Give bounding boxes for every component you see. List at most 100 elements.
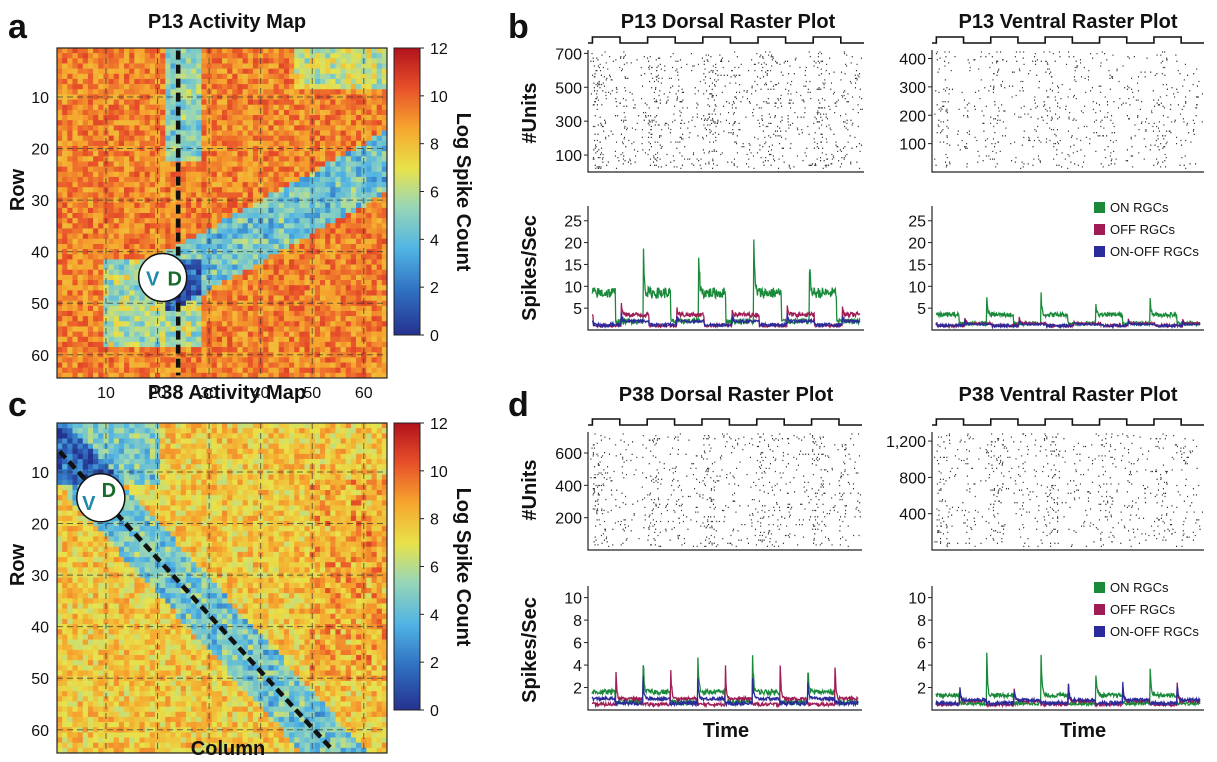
heatmap-cell: [87, 156, 94, 162]
heatmap-cell: [82, 89, 89, 95]
heatmap-cell: [67, 53, 73, 59]
heatmap-cell: [294, 310, 300, 317]
heatmap-cell: [191, 120, 197, 126]
heatmap-cell: [289, 109, 295, 116]
heatmap-cell: [93, 269, 99, 276]
heatmap-cell: [232, 254, 238, 260]
heatmap-cell: [294, 161, 300, 167]
heatmap-cell: [139, 218, 145, 224]
heatmap-cell: [283, 78, 290, 85]
heatmap-cell: [299, 484, 305, 491]
heatmap-cell: [232, 474, 238, 481]
heatmap-cell: [134, 140, 140, 147]
heatmap-cell: [294, 469, 300, 475]
heatmap-cell: [232, 438, 238, 444]
heatmap-cell: [273, 352, 280, 358]
heatmap-cell: [185, 125, 192, 131]
heatmap-cell: [165, 48, 171, 54]
heatmap-cell: [191, 228, 197, 234]
heatmap-cell: [299, 423, 305, 429]
heatmap-cell: [283, 171, 290, 178]
heatmap-cell: [113, 290, 120, 296]
heatmap-cell: [67, 151, 73, 157]
heatmap-cell: [381, 269, 388, 276]
heatmap-cell: [325, 274, 331, 281]
heatmap-cell: [93, 182, 99, 188]
heatmap-cell: [67, 336, 73, 343]
heatmap-cell: [118, 269, 125, 276]
heatmap-cell: [191, 89, 197, 95]
heatmap-cell: [294, 352, 300, 358]
heatmap-cell: [319, 202, 326, 209]
heatmap-cell: [57, 259, 63, 265]
heatmap-cell: [283, 73, 290, 80]
heatmap-cell: [196, 161, 202, 167]
heatmap-cell: [330, 63, 336, 69]
heatmap-cell: [252, 135, 259, 142]
heatmap-cell: [77, 321, 84, 327]
heatmap-cell: [283, 357, 290, 363]
heatmap-cell: [62, 73, 68, 80]
heatmap-cell: [263, 58, 269, 64]
heatmap-cell: [289, 479, 295, 486]
heatmap-cell: [263, 254, 269, 260]
heatmap-cell: [325, 218, 331, 224]
heatmap-cell: [222, 459, 228, 465]
heatmap-cell: [325, 443, 331, 450]
heatmap-cell: [314, 109, 321, 116]
heatmap-cell: [67, 321, 73, 327]
heatmap-cell: [206, 274, 212, 281]
heatmap-cell: [191, 233, 197, 240]
heatmap-cell: [268, 290, 274, 296]
heatmap-cell: [268, 438, 274, 444]
heatmap-cell: [263, 274, 269, 281]
heatmap-cell: [237, 433, 243, 439]
heatmap-cell: [294, 285, 300, 291]
heatmap-cell: [294, 367, 300, 374]
heatmap-cell: [129, 207, 135, 214]
heatmap-cell: [319, 464, 326, 470]
heatmap-cell: [237, 243, 243, 250]
heatmap-cell: [356, 115, 362, 121]
heatmap-cell: [124, 223, 130, 229]
heatmap-cell: [299, 135, 305, 142]
heatmap-cell: [216, 84, 223, 90]
heatmap-cell: [319, 104, 326, 111]
heatmap-cell: [299, 151, 305, 157]
heatmap-cell: [242, 166, 249, 173]
heatmap-cell: [330, 448, 336, 455]
heatmap-cell: [242, 104, 249, 111]
heatmap-cell: [149, 89, 156, 95]
heatmap-cell: [134, 125, 140, 131]
heatmap-cell: [381, 213, 388, 219]
heatmap-cell: [67, 259, 73, 265]
heatmap-cell: [289, 104, 295, 111]
heatmap-cell: [263, 233, 269, 240]
heatmap-cell: [165, 223, 171, 229]
heatmap-cell: [185, 78, 192, 85]
heatmap-cell: [309, 264, 316, 271]
heatmap-cell: [191, 213, 197, 219]
heatmap-cell: [227, 285, 233, 291]
heatmap-cell: [345, 295, 352, 301]
heatmap-cell: [82, 459, 89, 465]
heatmap-cell: [201, 233, 207, 240]
heatmap-cell: [330, 443, 336, 450]
heatmap-cell: [371, 145, 377, 152]
heatmap-cell: [113, 448, 120, 455]
heatmap-cell: [62, 295, 68, 301]
heatmap-cell: [62, 192, 68, 198]
heatmap-cell: [376, 326, 383, 332]
heatmap-cell: [242, 300, 249, 307]
heatmap-cell: [335, 367, 341, 374]
heatmap-cell: [304, 213, 310, 219]
heatmap-cell: [72, 73, 78, 80]
heatmap-cell: [325, 125, 331, 131]
heatmap-cell: [170, 84, 176, 90]
heatmap-cell: [263, 156, 269, 162]
heatmap-cell: [113, 433, 120, 439]
heatmap-cell: [294, 316, 300, 322]
heatmap-cell: [345, 109, 352, 116]
heatmap-cell: [350, 53, 357, 59]
heatmap-cell: [356, 53, 362, 59]
